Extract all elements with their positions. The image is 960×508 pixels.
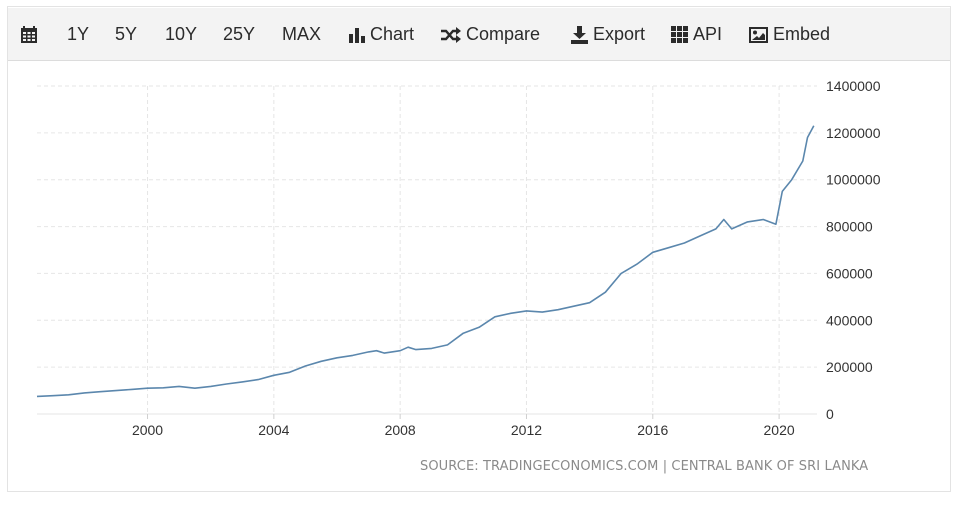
compare-label: Compare: [466, 24, 541, 44]
chart-toolbar: 1Y 5Y 10Y 25Y MAX Chart Compare: [8, 8, 950, 61]
range-25y-button[interactable]: 25Y: [223, 8, 255, 61]
shuffle-icon: [441, 26, 461, 43]
range-10y-label: 10Y: [165, 24, 198, 44]
download-icon: [571, 25, 588, 44]
calendar-icon: [20, 25, 38, 44]
range-25y-label: 25Y: [223, 24, 256, 44]
range-5y-button[interactable]: 5Y: [115, 8, 137, 61]
embed-label: Embed: [773, 24, 831, 44]
x-tick-label: 2004: [258, 422, 289, 438]
range-1y-label: 1Y: [67, 24, 90, 44]
y-tick-label: 200000: [826, 359, 873, 375]
chart-source: SOURCE: TRADINGECONOMICS.COM | CENTRAL B…: [420, 459, 869, 474]
x-tick-label: 2008: [385, 422, 416, 438]
range-1y-button[interactable]: 1Y: [67, 8, 89, 61]
x-tick-label: 2012: [511, 422, 542, 438]
y-tick-label: 1200000: [826, 125, 881, 141]
export-label: Export: [593, 24, 646, 44]
range-max-label: MAX: [282, 24, 322, 44]
chart-type-label: Chart: [370, 24, 415, 44]
calendar-button[interactable]: [20, 8, 38, 61]
bar-chart-icon: [349, 27, 365, 43]
y-tick-label: 1400000: [826, 78, 881, 94]
chart-frame: [7, 6, 951, 492]
image-icon: [749, 26, 768, 43]
y-tick-label: 1000000: [826, 172, 881, 188]
y-tick-label: 600000: [826, 265, 873, 281]
api-button[interactable]: API: [671, 8, 722, 61]
series-line: [36, 125, 815, 398]
x-tick-label: 2016: [637, 422, 668, 438]
x-tick-label: 2020: [764, 422, 795, 438]
export-button[interactable]: Export: [571, 8, 645, 61]
embed-button[interactable]: Embed: [749, 8, 830, 61]
y-tick-label: 800000: [826, 219, 873, 235]
range-10y-button[interactable]: 10Y: [165, 8, 197, 61]
range-5y-label: 5Y: [115, 24, 138, 44]
x-tick-label: 2000: [132, 422, 163, 438]
compare-button[interactable]: Compare: [441, 8, 540, 61]
range-max-button[interactable]: MAX: [282, 8, 321, 61]
y-tick-label: 400000: [826, 312, 873, 328]
chart-type-button[interactable]: Chart: [349, 8, 414, 61]
api-label: API: [693, 24, 723, 44]
y-tick-label: 0: [826, 406, 834, 422]
grid-icon: [671, 26, 688, 43]
